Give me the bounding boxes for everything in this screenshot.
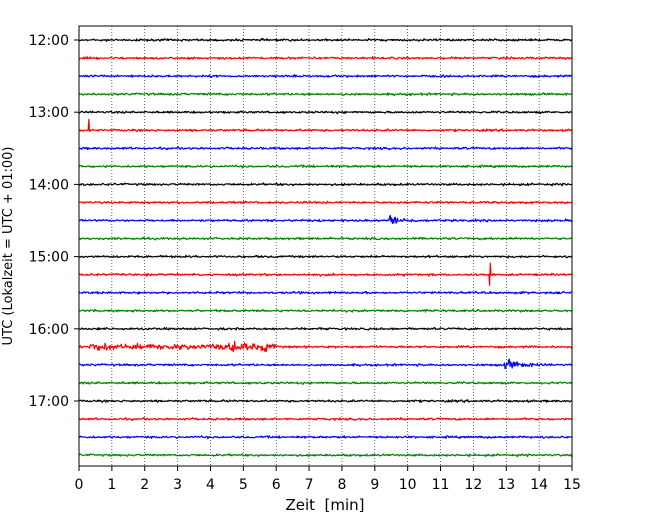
trace-line bbox=[78, 416, 573, 422]
trace-line bbox=[78, 236, 573, 241]
x-tick-label: 4 bbox=[206, 477, 215, 493]
trace-line bbox=[78, 340, 573, 353]
trace-line bbox=[78, 358, 573, 370]
y-axis-label: UTC (Lokalzeit = UTC + 01:00) bbox=[1, 147, 16, 346]
x-tick-label: 11 bbox=[432, 477, 450, 493]
y-tick-label: 17:00 bbox=[29, 394, 69, 410]
trace-line bbox=[78, 399, 573, 403]
x-tick-label: 14 bbox=[530, 477, 548, 493]
x-tick-label: 3 bbox=[173, 477, 182, 493]
x-tick-label: 6 bbox=[272, 477, 281, 493]
x-tick-label: 13 bbox=[497, 477, 515, 493]
grid-layer bbox=[111, 26, 540, 466]
x-tick-label: 9 bbox=[370, 477, 379, 493]
x-tick-label: 8 bbox=[337, 477, 346, 493]
x-tick-label: 5 bbox=[239, 477, 248, 493]
trace-line bbox=[78, 110, 573, 115]
x-axis-label: Zeit [min] bbox=[285, 496, 364, 514]
trace-line bbox=[78, 74, 573, 78]
x-tick-label: 15 bbox=[563, 477, 581, 493]
x-tick-label: 10 bbox=[399, 477, 417, 493]
y-tick-label: 13:00 bbox=[29, 105, 69, 121]
plot-frame bbox=[78, 25, 573, 467]
trace-layer bbox=[78, 37, 573, 458]
trace-line bbox=[78, 262, 573, 287]
trace-line bbox=[78, 182, 573, 187]
x-tick-label: 0 bbox=[75, 477, 84, 493]
trace-line bbox=[78, 164, 573, 169]
trace-line bbox=[79, 200, 573, 205]
trace-line bbox=[78, 381, 573, 385]
trace-line bbox=[78, 326, 573, 331]
x-axis: 0 1 2 3 4 5 6 7 8 9 10 11 12 13 14 15 bbox=[75, 466, 581, 493]
x-tick-label: 7 bbox=[305, 477, 314, 493]
x-tick-label: 2 bbox=[140, 477, 149, 493]
trace-line bbox=[78, 254, 573, 259]
y-tick-label: 14:00 bbox=[29, 177, 69, 193]
trace-line bbox=[78, 37, 573, 42]
y-axis: 12:00 13:00 14:00 15:00 16:00 17:00 bbox=[29, 33, 79, 410]
trace-line bbox=[78, 290, 573, 295]
trace-line bbox=[78, 308, 573, 313]
y-tick-label: 15:00 bbox=[29, 250, 69, 266]
trace-line bbox=[78, 92, 573, 97]
x-tick-label: 12 bbox=[464, 477, 482, 493]
trace-line bbox=[78, 214, 573, 224]
trace-line bbox=[78, 146, 573, 151]
y-tick-label: 12:00 bbox=[29, 33, 69, 49]
trace-line bbox=[78, 435, 573, 440]
x-tick-label: 1 bbox=[107, 477, 116, 493]
trace-line bbox=[78, 56, 573, 61]
trace-line bbox=[78, 118, 573, 133]
y-tick-label: 16:00 bbox=[29, 322, 69, 338]
trace-line bbox=[78, 453, 573, 458]
